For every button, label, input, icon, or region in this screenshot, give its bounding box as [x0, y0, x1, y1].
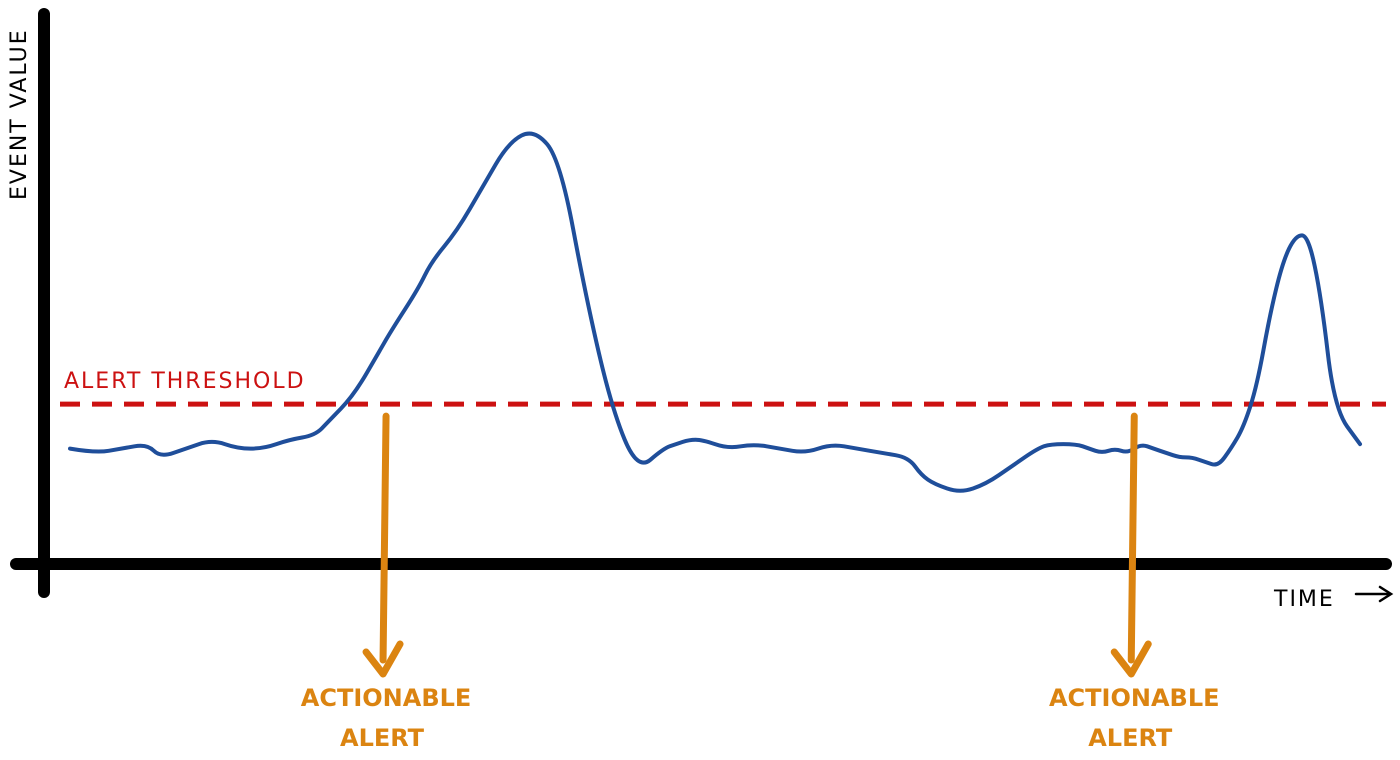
alert-arrow-shaft: [1127, 412, 1138, 664]
actionable-alert-label-line2: ALERT: [1088, 724, 1173, 752]
actionable-alert-label-line1: ACTIONABLE: [301, 684, 472, 712]
alert-arrow-shaft: [379, 412, 390, 664]
x-axis-label: TIME: [1273, 587, 1335, 612]
actionable-alert-annotation: ACTIONABLE ALERT: [1049, 412, 1220, 752]
y-axis-label: EVENT VALUE: [7, 28, 32, 200]
arrow-down-icon: [1110, 640, 1152, 678]
arrow-down-icon: [362, 640, 404, 678]
annotations: ACTIONABLE ALERT ACTIONABLE ALERT: [301, 412, 1220, 752]
alert-threshold-label: ALERT THRESHOLD: [64, 369, 306, 394]
actionable-alert-annotation: ACTIONABLE ALERT: [301, 412, 472, 752]
actionable-alert-label-line2: ALERT: [340, 724, 425, 752]
event-value-series: [68, 131, 1362, 493]
time-arrow-icon: [1354, 585, 1394, 603]
actionable-alert-label-line1: ACTIONABLE: [1049, 684, 1220, 712]
